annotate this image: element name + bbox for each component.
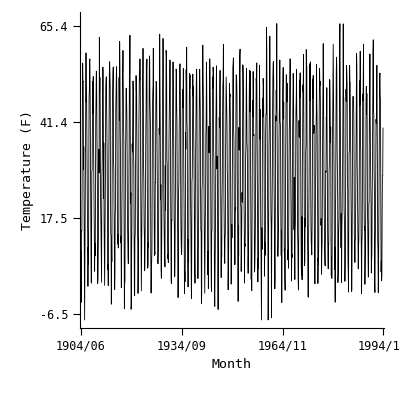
Y-axis label: Temperature (F): Temperature (F) [21, 110, 34, 230]
X-axis label: Month: Month [212, 358, 252, 371]
